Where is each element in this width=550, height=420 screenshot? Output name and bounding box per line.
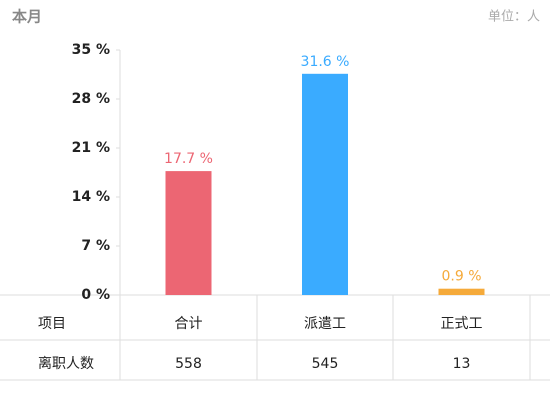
y-tick-label: 0 % xyxy=(81,287,110,303)
table-cell: 13 xyxy=(453,356,471,372)
y-tick-label: 14 % xyxy=(72,189,110,205)
table-header: 项目 xyxy=(38,316,66,332)
y-tick-label: 35 % xyxy=(72,42,110,58)
bar xyxy=(302,73,348,295)
value-label: 17.7 % xyxy=(164,151,213,167)
unit-label: 单位：人 xyxy=(488,10,540,25)
value-label: 0.9 % xyxy=(441,269,481,285)
y-tick-label: 28 % xyxy=(72,91,110,107)
y-tick-label: 7 % xyxy=(81,238,110,254)
chart-title: 本月 xyxy=(12,8,42,26)
table-cell: 558 xyxy=(175,356,202,372)
bar xyxy=(165,171,212,295)
value-label: 31.6 % xyxy=(301,54,350,70)
y-tick-label: 21 % xyxy=(72,140,110,156)
table-column-header: 派遣工 xyxy=(304,316,346,332)
table-cell: 545 xyxy=(312,356,339,372)
table-column-header: 正式工 xyxy=(441,316,483,332)
bar xyxy=(438,288,485,295)
table-row-header: 离职人数 xyxy=(38,355,94,372)
table-column-header: 合计 xyxy=(175,316,203,332)
